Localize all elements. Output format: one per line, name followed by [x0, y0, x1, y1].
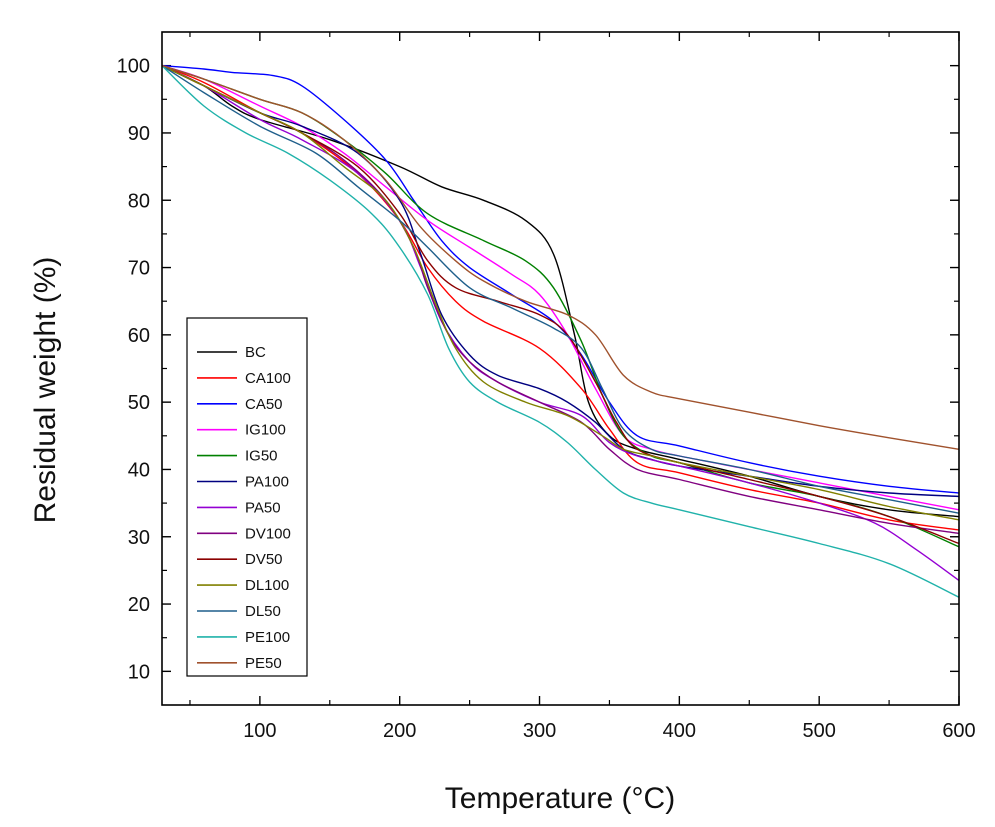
x-tick-label: 100 — [243, 720, 276, 742]
legend-label-pe50: PE50 — [245, 655, 282, 672]
series-lines — [161, 64, 960, 598]
legend-label-bc: BC — [245, 344, 266, 361]
legend-label-ca50: CA50 — [245, 396, 283, 413]
series-line-dl100 — [161, 64, 960, 521]
x-tick-label: 200 — [383, 720, 416, 742]
y-tick-label: 50 — [128, 392, 150, 414]
series-line-pe50 — [161, 64, 960, 450]
x-tick-label: 500 — [802, 720, 835, 742]
legend-label-dl100: DL100 — [245, 577, 289, 594]
tick-labels: 100 200 300 400 500 600 10 20 30 40 50 60 70 80 90 100 — [117, 56, 976, 742]
series-line-dl50 — [161, 65, 960, 514]
x-tick-label: 600 — [942, 720, 975, 742]
legend-label-pa100: PA100 — [245, 474, 289, 491]
x-tick-label: 300 — [523, 720, 556, 742]
legend-label-ca100: CA100 — [245, 370, 291, 387]
series-line-ca50 — [161, 64, 960, 494]
y-tick-label: 30 — [128, 527, 150, 549]
y-tick-label: 10 — [128, 661, 150, 683]
legend-label-pa50: PA50 — [245, 499, 281, 516]
y-tick-label: 60 — [128, 325, 150, 347]
y-tick-label: 80 — [128, 190, 150, 212]
x-axis-title: Temperature (°C) — [445, 782, 675, 815]
legend-label-dl50: DL50 — [245, 603, 281, 620]
y-tick-label: 90 — [128, 123, 150, 145]
y-tick-label: 100 — [117, 56, 150, 78]
legend-label-dv100: DV100 — [245, 525, 291, 542]
y-tick-label: 20 — [128, 594, 150, 616]
y-axis-title: Residual weight (%) — [29, 257, 62, 524]
legend-label-pe100: PE100 — [245, 629, 290, 646]
legend-label-dv50: DV50 — [245, 551, 283, 568]
series-line-pe100 — [161, 65, 960, 598]
legend-label-ig50: IG50 — [245, 448, 278, 465]
legend-label-ig100: IG100 — [245, 422, 286, 439]
x-tick-label: 400 — [663, 720, 696, 742]
legend: BC CA100 CA50 IG100 IG50 PA100 PA50 DV100 DV50 DL… — [186, 317, 308, 677]
y-tick-label: 40 — [128, 459, 150, 481]
y-tick-label: 70 — [128, 258, 150, 280]
plot-frame — [161, 31, 960, 706]
